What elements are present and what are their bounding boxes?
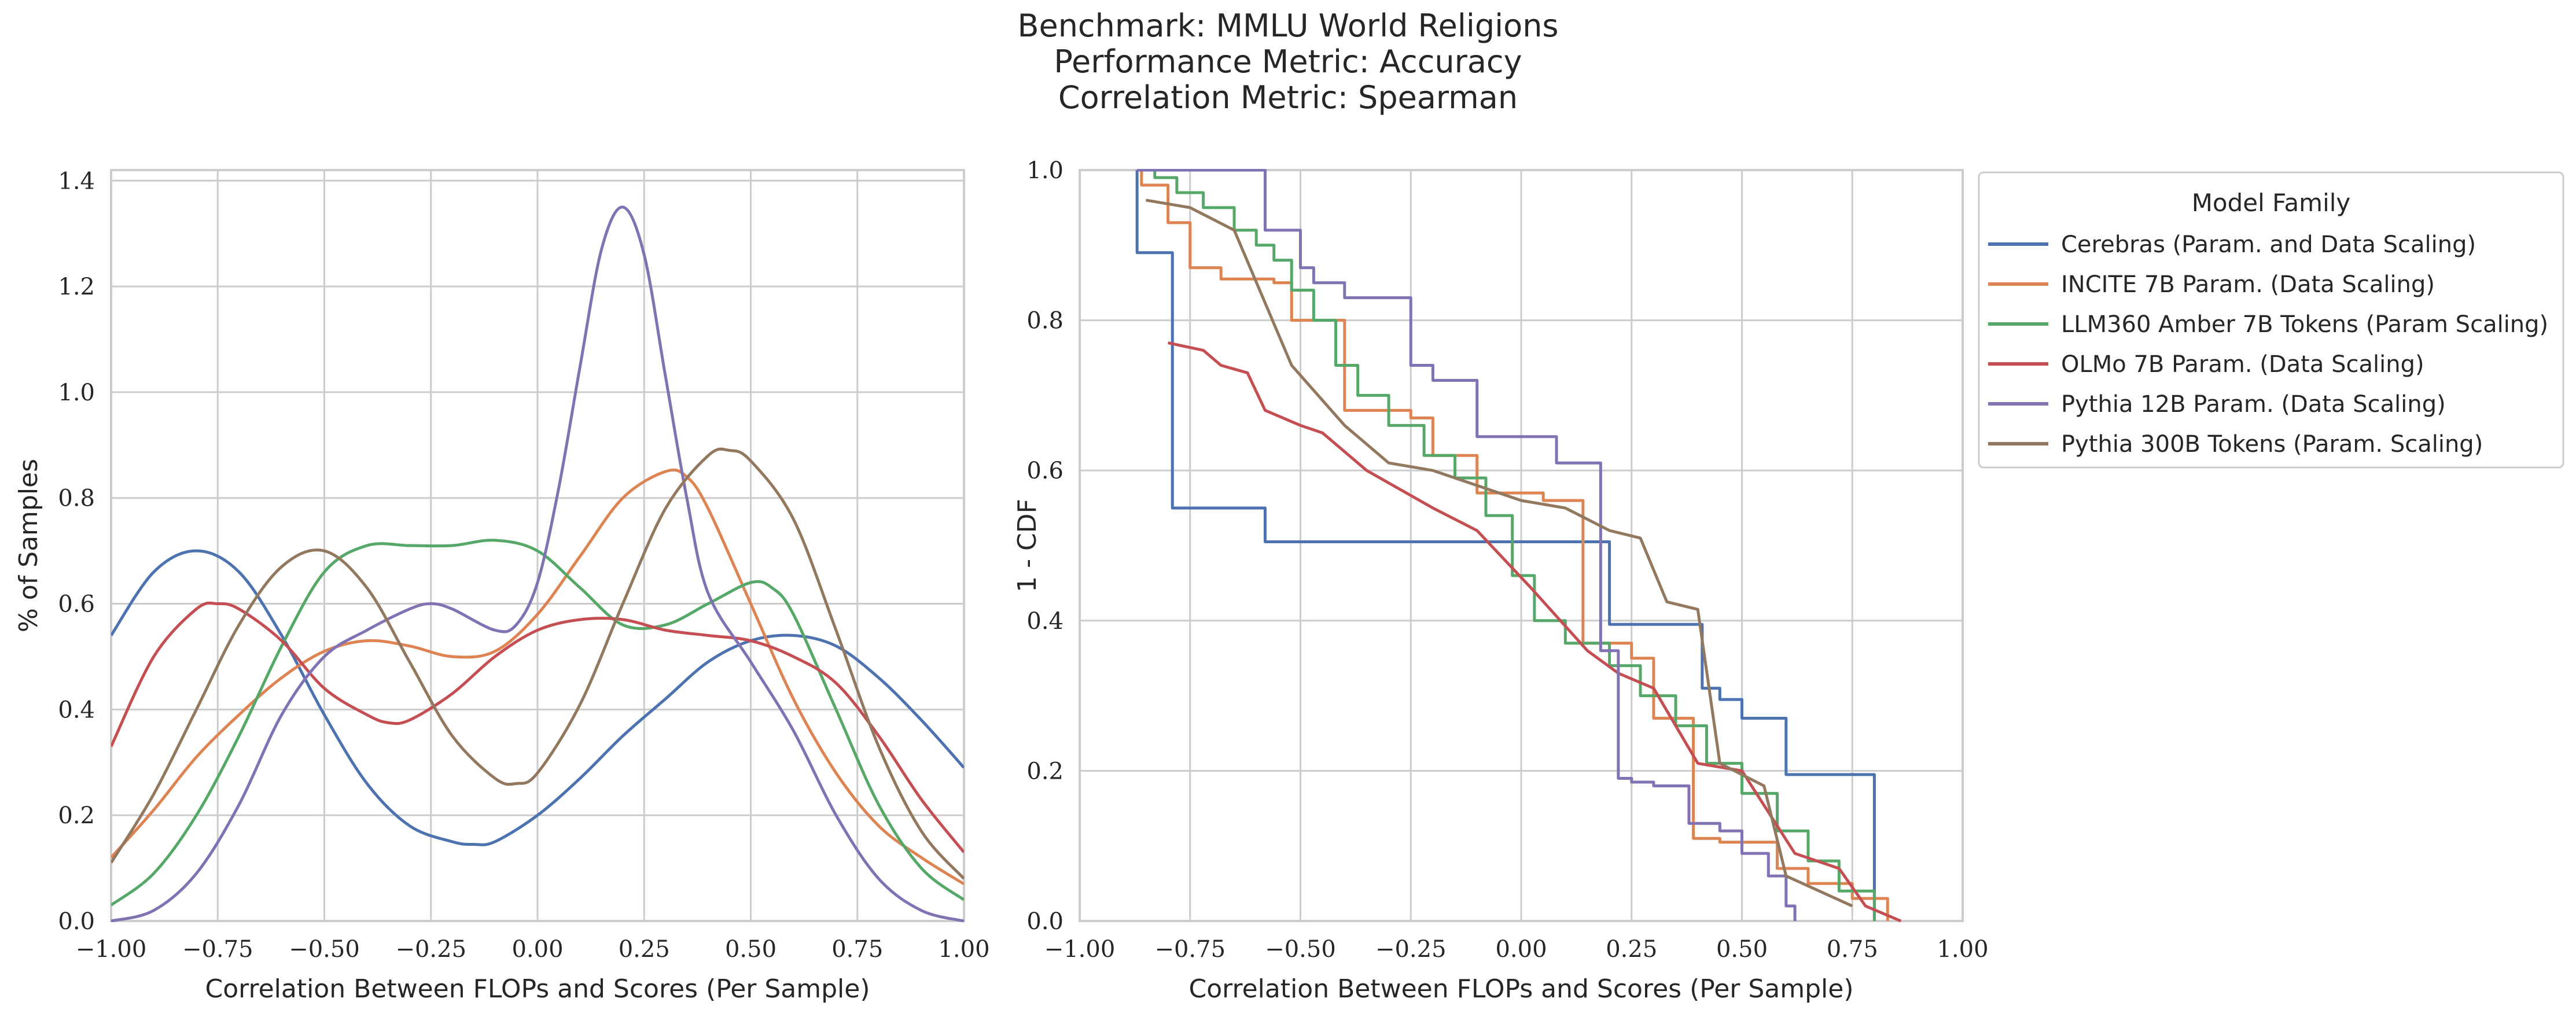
legend-label-pythia12b: Pythia 12B Param. (Data Scaling) xyxy=(2061,391,2446,418)
kde-series-llm360 xyxy=(111,539,964,907)
kde-x-tick-label: 0.50 xyxy=(725,936,777,963)
cdf-x-tick-label: 1.00 xyxy=(1937,936,1988,963)
kde-series-olmo xyxy=(111,601,964,853)
cdf-y-tick-label: 0.6 xyxy=(1026,458,1063,484)
cdf-x-axis-label: Correlation Between FLOPs and Scores (Pe… xyxy=(1188,974,1853,1004)
kde-y-tick-label: 1.2 xyxy=(58,274,95,300)
legend-label-cerebras: Cerebras (Param. and Data Scaling) xyxy=(2061,231,2476,258)
kde-y-tick-label: 0.6 xyxy=(58,591,95,618)
kde-axes-frame xyxy=(110,169,965,922)
cdf-y-tick-label: 0.0 xyxy=(1026,908,1063,935)
kde-y-tick-label: 1.4 xyxy=(58,168,95,194)
legend-label-llm360: LLM360 Amber 7B Tokens (Param Scaling) xyxy=(2061,311,2548,338)
cdf-y-tick-label: 1.0 xyxy=(1026,157,1063,184)
cdf-series-llm360 xyxy=(1153,170,1876,921)
suptitle-benchmark: Benchmark: MMLU World Religions xyxy=(1017,8,1559,44)
cdf-series-cerebras xyxy=(1135,170,1876,921)
cdf-x-tick-label: 0.50 xyxy=(1716,936,1768,963)
cdf-y-tick-label: 0.4 xyxy=(1026,608,1063,635)
cdf-panel: −1.00 −0.75 −0.50 −0.25 0.00 0.25 0.50 0.75 1.00… xyxy=(1013,157,1989,1004)
kde-y-tick-label: 1.0 xyxy=(58,380,95,406)
kde-x-tick-label: 1.00 xyxy=(938,936,989,963)
cdf-x-tick-label: −0.25 xyxy=(1375,936,1447,963)
kde-x-tick-label: 0.75 xyxy=(831,936,883,963)
legend-box xyxy=(1978,171,2564,469)
cdf-series-pythia12b xyxy=(1137,169,1797,921)
kde-x-tick-label: −0.50 xyxy=(289,936,360,963)
cdf-x-tick-label: 0.00 xyxy=(1495,936,1547,963)
kde-series-pythia12b xyxy=(111,205,964,922)
cdf-y-tick-label: 0.2 xyxy=(1026,758,1063,784)
kde-x-tick-label: −0.25 xyxy=(395,936,466,963)
kde-y-tick-label: 0.8 xyxy=(58,485,95,512)
cdf-x-tick-label: 0.75 xyxy=(1827,936,1878,963)
kde-y-tick-label: 0.2 xyxy=(58,802,95,829)
cdf-y-axis-label: 1 - CDF xyxy=(1013,499,1042,592)
legend-title: Model Family xyxy=(2192,189,2351,217)
kde-x-axis-label: Correlation Between FLOPs and Scores (Pe… xyxy=(205,974,870,1004)
cdf-series-incite xyxy=(1140,170,1889,921)
kde-x-tick-label: 0.00 xyxy=(511,936,563,963)
kde-panel: −1.00 −0.75 −0.50 −0.25 0.00 0.25 0.50 0.75 1.00… xyxy=(14,168,990,1004)
legend-label-pythia300b: Pythia 300B Tokens (Param. Scaling) xyxy=(2061,431,2483,458)
figure-suptitle: Benchmark: MMLU World Religions Performa… xyxy=(0,8,2576,116)
cdf-x-tick-label: −0.75 xyxy=(1154,936,1226,963)
cdf-x-tick-label: 0.25 xyxy=(1606,936,1657,963)
kde-y-tick-label: 0.4 xyxy=(58,697,95,723)
kde-y-tick-label: 0.0 xyxy=(58,908,95,935)
legend-label-olmo: OLMo 7B Param. (Data Scaling) xyxy=(2061,351,2424,378)
cdf-y-tick-label: 0.8 xyxy=(1026,308,1063,334)
cdf-x-tick-label: −1.00 xyxy=(1044,936,1116,963)
legend-label-incite: INCITE 7B Param. (Data Scaling) xyxy=(2061,271,2435,298)
suptitle-performance-metric: Performance Metric: Accuracy xyxy=(1054,43,1522,80)
cdf-x-tick-label: −0.50 xyxy=(1265,936,1336,963)
kde-x-tick-label: 0.25 xyxy=(619,936,670,963)
cdf-axes-frame xyxy=(1079,169,1964,922)
kde-y-axis-label: % of Samples xyxy=(14,459,43,632)
legend: Model Family Cerebras (Param. and Data S… xyxy=(1978,171,2564,469)
kde-x-tick-label: −0.75 xyxy=(182,936,253,963)
kde-x-tick-label: −1.00 xyxy=(76,936,147,963)
cdf-series-pythia300b xyxy=(1146,198,1853,908)
suptitle-correlation-metric: Correlation Metric: Spearman xyxy=(1058,79,1518,116)
cdf-series-olmo xyxy=(1168,341,1902,922)
kde-series-cerebras xyxy=(111,549,964,846)
kde-series-pythia300b xyxy=(111,447,964,880)
